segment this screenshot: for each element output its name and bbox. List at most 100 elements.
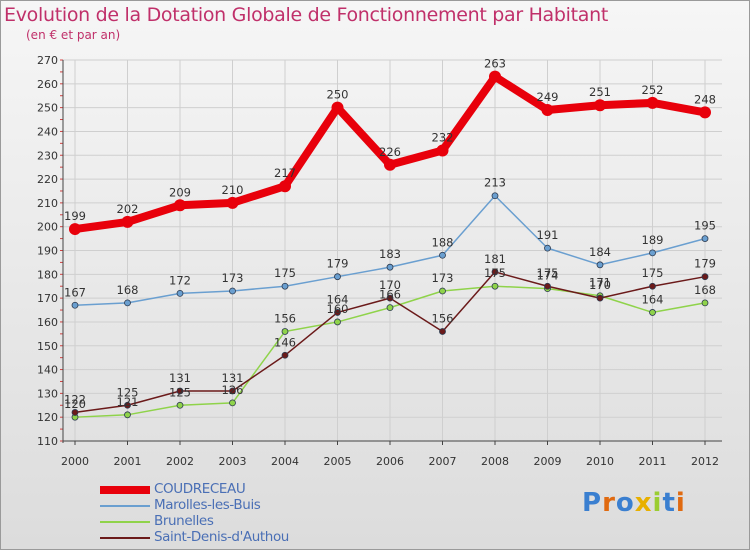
data-label: 184: [589, 245, 611, 259]
logo-letter: o: [615, 488, 635, 518]
y-tick-label: 260: [37, 78, 58, 91]
data-label: 209: [169, 185, 191, 199]
data-label: 181: [484, 252, 506, 266]
series-point: [596, 294, 604, 302]
y-tick-label: 250: [37, 102, 58, 115]
chart-axes: 110 120 130 140 150 160 170 180 190 200 210 220 230 2…: [37, 54, 722, 468]
series-point: [229, 287, 236, 295]
series-point: [384, 158, 396, 171]
series-point: [226, 196, 239, 209]
series-point: [439, 328, 446, 335]
y-tick-label: 160: [37, 316, 58, 329]
data-label: 164: [327, 292, 349, 306]
chart-series: [69, 70, 711, 421]
x-tick-label: 2005: [324, 455, 352, 468]
data-label: 183: [379, 247, 401, 261]
series-point: [491, 192, 499, 200]
logo-letter: i: [652, 488, 663, 518]
data-label: 213: [484, 176, 506, 190]
series-point: [334, 273, 341, 281]
y-tick-label: 120: [37, 411, 58, 424]
y-tick-label: 110: [37, 435, 58, 448]
x-tick-label: 2012: [691, 455, 719, 468]
series-point: [334, 309, 341, 316]
series-point: [71, 301, 79, 309]
x-tick-label: 2007: [429, 455, 457, 468]
y-tick-label: 150: [37, 340, 58, 353]
series-point: [176, 289, 184, 297]
legend-swatch: [100, 505, 150, 507]
data-label: 251: [589, 85, 611, 99]
series-point: [124, 411, 131, 419]
x-tick-label: 2010: [586, 455, 614, 468]
series-point: [649, 282, 656, 290]
data-label: 199: [64, 209, 86, 223]
y-tick-label: 210: [37, 197, 58, 210]
series-point: [649, 309, 656, 316]
y-tick-label: 130: [37, 387, 58, 400]
data-label: 131: [169, 371, 191, 385]
x-tick-label: 2000: [61, 455, 89, 468]
series-point: [229, 387, 236, 395]
series-point: [596, 261, 604, 269]
logo-letter: t: [662, 488, 676, 518]
y-tick-label: 200: [37, 221, 58, 234]
data-label: 175: [537, 266, 559, 280]
series-point: [439, 251, 446, 259]
data-label: 263: [484, 57, 506, 71]
series-point: [229, 399, 236, 407]
data-label: 179: [694, 257, 716, 271]
legend-swatch: [100, 486, 150, 494]
data-label: 189: [642, 233, 664, 247]
chart-data-labels: 199 202 209 210 217 250 226 232 263 249 251 252 248 1…: [64, 57, 716, 412]
series-point: [174, 199, 186, 212]
x-tick-label: 2006: [376, 455, 404, 468]
data-label: 195: [694, 219, 716, 233]
data-label: 252: [642, 83, 664, 97]
series-point: [701, 235, 709, 242]
data-label: 179: [327, 257, 349, 271]
x-tick-label: 2004: [271, 455, 299, 468]
chart-grid: [63, 59, 722, 442]
data-label: 156: [274, 311, 296, 325]
x-tick-label: 2009: [534, 455, 562, 468]
data-label: 122: [64, 392, 86, 406]
series-point: [281, 328, 289, 335]
series-point: [121, 215, 134, 228]
series-point: [489, 70, 501, 83]
data-label: 172: [169, 273, 191, 287]
series-point: [541, 104, 554, 117]
data-label: 175: [642, 266, 664, 280]
legend-label: COUDRECEAU: [154, 481, 246, 497]
y-tick-label: 240: [37, 125, 58, 138]
data-label: 160: [327, 302, 349, 316]
series-point: [491, 268, 499, 276]
data-label: 232: [432, 130, 454, 144]
data-label: 168: [117, 283, 139, 297]
series-point: [386, 263, 394, 271]
series-point: [701, 273, 709, 281]
y-tick-label: 170: [37, 292, 58, 305]
logo-letter: r: [602, 488, 616, 518]
series-point: [436, 144, 449, 157]
logo-letter: P: [582, 488, 603, 518]
series-point: [646, 96, 659, 109]
series-point: [386, 304, 394, 312]
data-label: 170: [589, 278, 611, 292]
series-point: [386, 294, 394, 302]
y-tick-label: 220: [37, 173, 58, 186]
data-label: 126: [222, 383, 244, 397]
series-point: [544, 282, 551, 290]
data-label: 146: [274, 335, 296, 349]
y-tick-label: 140: [37, 364, 58, 377]
data-label: 156: [432, 311, 454, 325]
legend-label: Marolles-les-Buis: [154, 497, 261, 513]
logo-letter: x: [634, 488, 653, 518]
x-tick-label: 2001: [114, 455, 142, 468]
y-tick-label: 230: [37, 149, 58, 162]
series-point: [69, 223, 81, 236]
legend-swatch: [100, 521, 150, 523]
data-label: 173: [222, 271, 244, 285]
data-label: 168: [694, 283, 716, 297]
